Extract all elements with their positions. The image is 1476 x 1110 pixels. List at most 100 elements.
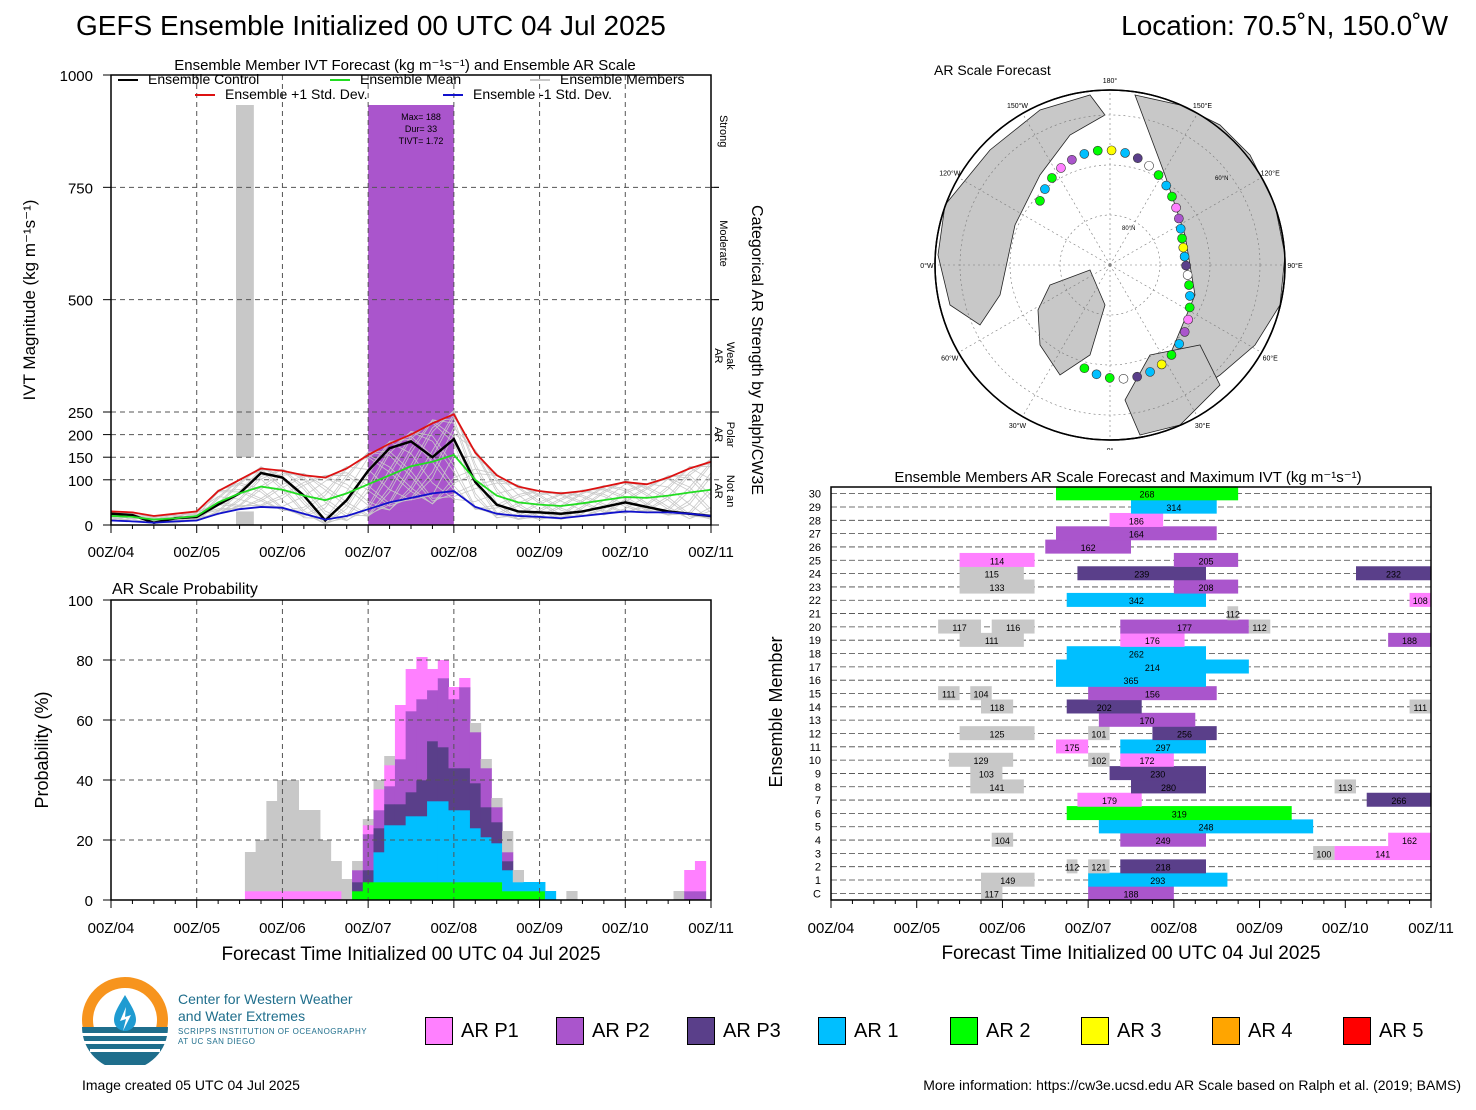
member-ar-segment xyxy=(1120,632,1185,647)
probability-bar xyxy=(437,801,449,883)
member-max-ivt: 103 xyxy=(979,769,994,779)
member-max-ivt: 162 xyxy=(1402,836,1417,846)
probability-bar xyxy=(405,816,417,883)
probability-bar xyxy=(512,870,524,883)
member-ar-segment xyxy=(959,632,1024,647)
ar-forecast-dot xyxy=(1104,373,1115,383)
longitude-label: 30°E xyxy=(1195,422,1211,430)
ar-forecast-dot xyxy=(1184,302,1195,313)
ar-forecast-dot xyxy=(1166,350,1177,360)
probability-bar xyxy=(384,804,396,826)
probability-bar xyxy=(384,825,396,883)
land-mass xyxy=(1037,269,1106,376)
member-max-ivt: 314 xyxy=(1166,503,1181,513)
x-tick-label: 00Z/05 xyxy=(173,544,220,561)
ivt-chart-title: Ensemble Member IVT Forecast (kg m⁻¹s⁻¹)… xyxy=(174,57,636,74)
member-label: 13 xyxy=(809,715,821,727)
ar-forecast-dot xyxy=(1184,280,1194,290)
ensemble-members-chart: Ensemble Members AR Scale Forecast and M… xyxy=(766,469,1454,964)
probability-bar xyxy=(373,789,385,811)
ar-forecast-dot xyxy=(1056,163,1066,173)
member-label: 15 xyxy=(809,689,821,701)
category-label: AR xyxy=(712,348,724,363)
member-max-ivt: 188 xyxy=(1123,889,1138,899)
member-max-ivt: 141 xyxy=(990,783,1005,793)
member-max-ivt: 115 xyxy=(985,570,999,580)
more-info-note: More information: https://cw3e.ucsd.edu … xyxy=(923,1077,1461,1093)
land-mass xyxy=(937,94,1106,326)
probability-bar xyxy=(459,810,471,883)
member-ar-segment xyxy=(991,619,1035,634)
member-ar-segment xyxy=(1088,752,1110,767)
probability-bar xyxy=(469,723,482,733)
category-label: Polar xyxy=(724,422,736,448)
ar-forecast-dot xyxy=(1174,213,1184,224)
probability-bar xyxy=(480,882,492,901)
probability-bar xyxy=(244,852,257,892)
probability-bar xyxy=(437,882,449,901)
probability-bar xyxy=(502,891,514,901)
member-ar-segment xyxy=(1066,646,1206,661)
y-tick-label: 0 xyxy=(85,518,93,535)
probability-bar xyxy=(480,807,492,838)
legend-item-ar4: AR 4 xyxy=(1212,1015,1292,1047)
member-max-ivt: 111 xyxy=(985,636,999,646)
probability-bar xyxy=(277,891,289,901)
member-ar-segment xyxy=(1056,659,1249,674)
member-label: 5 xyxy=(815,822,821,834)
members-y-axis-label: Ensemble Member xyxy=(766,636,786,787)
longitude-label: 60°E xyxy=(1263,355,1279,363)
member-ar-segment xyxy=(1109,766,1206,781)
y-tick-label: 0 xyxy=(85,893,93,910)
ar-forecast-dot xyxy=(1175,223,1186,234)
meridian-line xyxy=(1022,113,1111,266)
member-ar-segment xyxy=(1056,672,1206,687)
probability-bar xyxy=(309,810,321,892)
x-tick-label: 00Z/11 xyxy=(1408,920,1454,937)
probability-bar xyxy=(502,870,514,892)
probability-bar xyxy=(319,840,332,892)
legend-label: AR P2 xyxy=(592,1019,650,1042)
x-tick-label: 00Z/08 xyxy=(1151,920,1198,937)
probability-bar xyxy=(255,840,267,892)
member-max-ivt: 297 xyxy=(1156,743,1171,753)
legend-swatch xyxy=(1081,1017,1109,1045)
probability-bar xyxy=(459,882,471,901)
probability-bar xyxy=(448,699,460,769)
logo-sub-line2: AT UC SAN DIEGO xyxy=(178,1037,256,1046)
member-ar-segment xyxy=(1120,752,1174,767)
ar-scale-bar xyxy=(236,105,254,458)
member-max-ivt: 111 xyxy=(942,690,956,700)
ar-forecast-dot xyxy=(1079,363,1090,374)
probability-bar xyxy=(427,882,439,901)
x-tick-label: 00Z/05 xyxy=(893,920,940,937)
longitude-label: 150°W xyxy=(1007,102,1028,110)
ensemble-member-line xyxy=(110,435,712,525)
member-max-ivt: 342 xyxy=(1129,596,1144,606)
member-max-ivt: 111 xyxy=(1413,703,1427,713)
member-max-ivt: 176 xyxy=(1145,636,1160,646)
probability-bar xyxy=(469,882,482,901)
legend-item-ar5: AR 5 xyxy=(1343,1015,1423,1047)
x-tick-label: 00Z/10 xyxy=(602,544,649,561)
x-tick-label: 00Z/06 xyxy=(259,544,306,561)
meridian-line xyxy=(1109,264,1198,417)
probability-bar xyxy=(480,768,492,808)
legend-swatch xyxy=(1212,1017,1240,1045)
member-ar-segment xyxy=(1173,579,1239,594)
member-ar-segment xyxy=(1056,526,1217,541)
map-border xyxy=(934,89,1286,441)
member-max-ivt: 172 xyxy=(1140,756,1155,766)
legend-swatch xyxy=(1343,1017,1371,1045)
ar-forecast-dot xyxy=(1118,373,1129,384)
probability-bar xyxy=(309,891,321,901)
member-ar-segment xyxy=(1313,846,1335,861)
longitude-label: 150°E xyxy=(1193,102,1212,110)
legend-item-ar-p3: AR P3 xyxy=(687,1015,781,1047)
legend-label: Ensemble Members xyxy=(560,71,685,87)
probability-bar xyxy=(319,891,332,901)
legend-item-ar3: AR 3 xyxy=(1081,1015,1161,1047)
member-ar-segment xyxy=(938,686,960,701)
category-label: Strong xyxy=(717,115,729,147)
member-max-ivt: 319 xyxy=(1172,809,1187,819)
